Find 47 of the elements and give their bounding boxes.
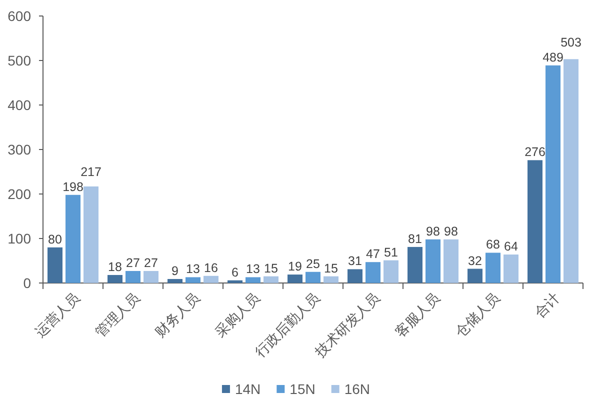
legend-item: 16N <box>331 380 370 397</box>
y-tick-label: 0 <box>23 274 31 291</box>
data-label: 503 <box>560 35 582 50</box>
data-label: 64 <box>504 240 518 254</box>
data-label: 80 <box>48 232 62 246</box>
data-label: 489 <box>542 50 564 64</box>
data-label: 27 <box>144 256 158 270</box>
y-tick-label: 500 <box>8 52 31 68</box>
data-label: 47 <box>366 247 380 262</box>
x-tick-label: 运营人员 <box>32 289 83 340</box>
y-tick-label: 300 <box>8 141 31 158</box>
x-tick-label: 合计 <box>531 289 563 320</box>
legend-label: 16N <box>344 380 370 397</box>
legend-item: 14N <box>222 380 261 397</box>
data-label: 25 <box>306 256 320 271</box>
legend-label: 15N <box>290 380 316 397</box>
legend-label: 14N <box>234 380 261 397</box>
data-label: 51 <box>384 245 398 260</box>
y-tick-label: 200 <box>8 186 31 202</box>
x-tick-label: 客服人员 <box>392 289 443 340</box>
x-tick-label: 财务人员 <box>152 289 203 340</box>
data-label: 68 <box>486 238 500 252</box>
data-label: 6 <box>232 265 238 280</box>
legend-item: 15N <box>276 380 316 397</box>
data-label: 217 <box>80 164 102 179</box>
data-label: 32 <box>468 254 482 268</box>
data-label: 276 <box>524 145 546 160</box>
data-label: 13 <box>246 262 260 276</box>
data-label: 15 <box>264 261 278 276</box>
data-label: 13 <box>186 262 200 276</box>
data-label: 15 <box>324 261 338 276</box>
data-label: 18 <box>108 260 122 274</box>
data-label: 27 <box>126 256 140 270</box>
y-tick-label: 600 <box>8 8 31 24</box>
data-label: 98 <box>426 224 440 238</box>
x-tick-label: 管理人员 <box>92 289 143 340</box>
data-label: 98 <box>444 224 458 238</box>
x-tick-label: 采购人员 <box>212 289 263 340</box>
y-tick-label: 100 <box>8 230 31 246</box>
x-tick-label: 仓储人员 <box>452 289 503 340</box>
data-label: 31 <box>348 254 362 268</box>
y-tick-label: 400 <box>8 96 31 113</box>
data-label: 198 <box>62 180 84 194</box>
data-label: 9 <box>172 264 178 278</box>
data-label: 16 <box>204 260 218 275</box>
data-label: 19 <box>288 260 302 274</box>
data-label: 81 <box>408 232 422 246</box>
